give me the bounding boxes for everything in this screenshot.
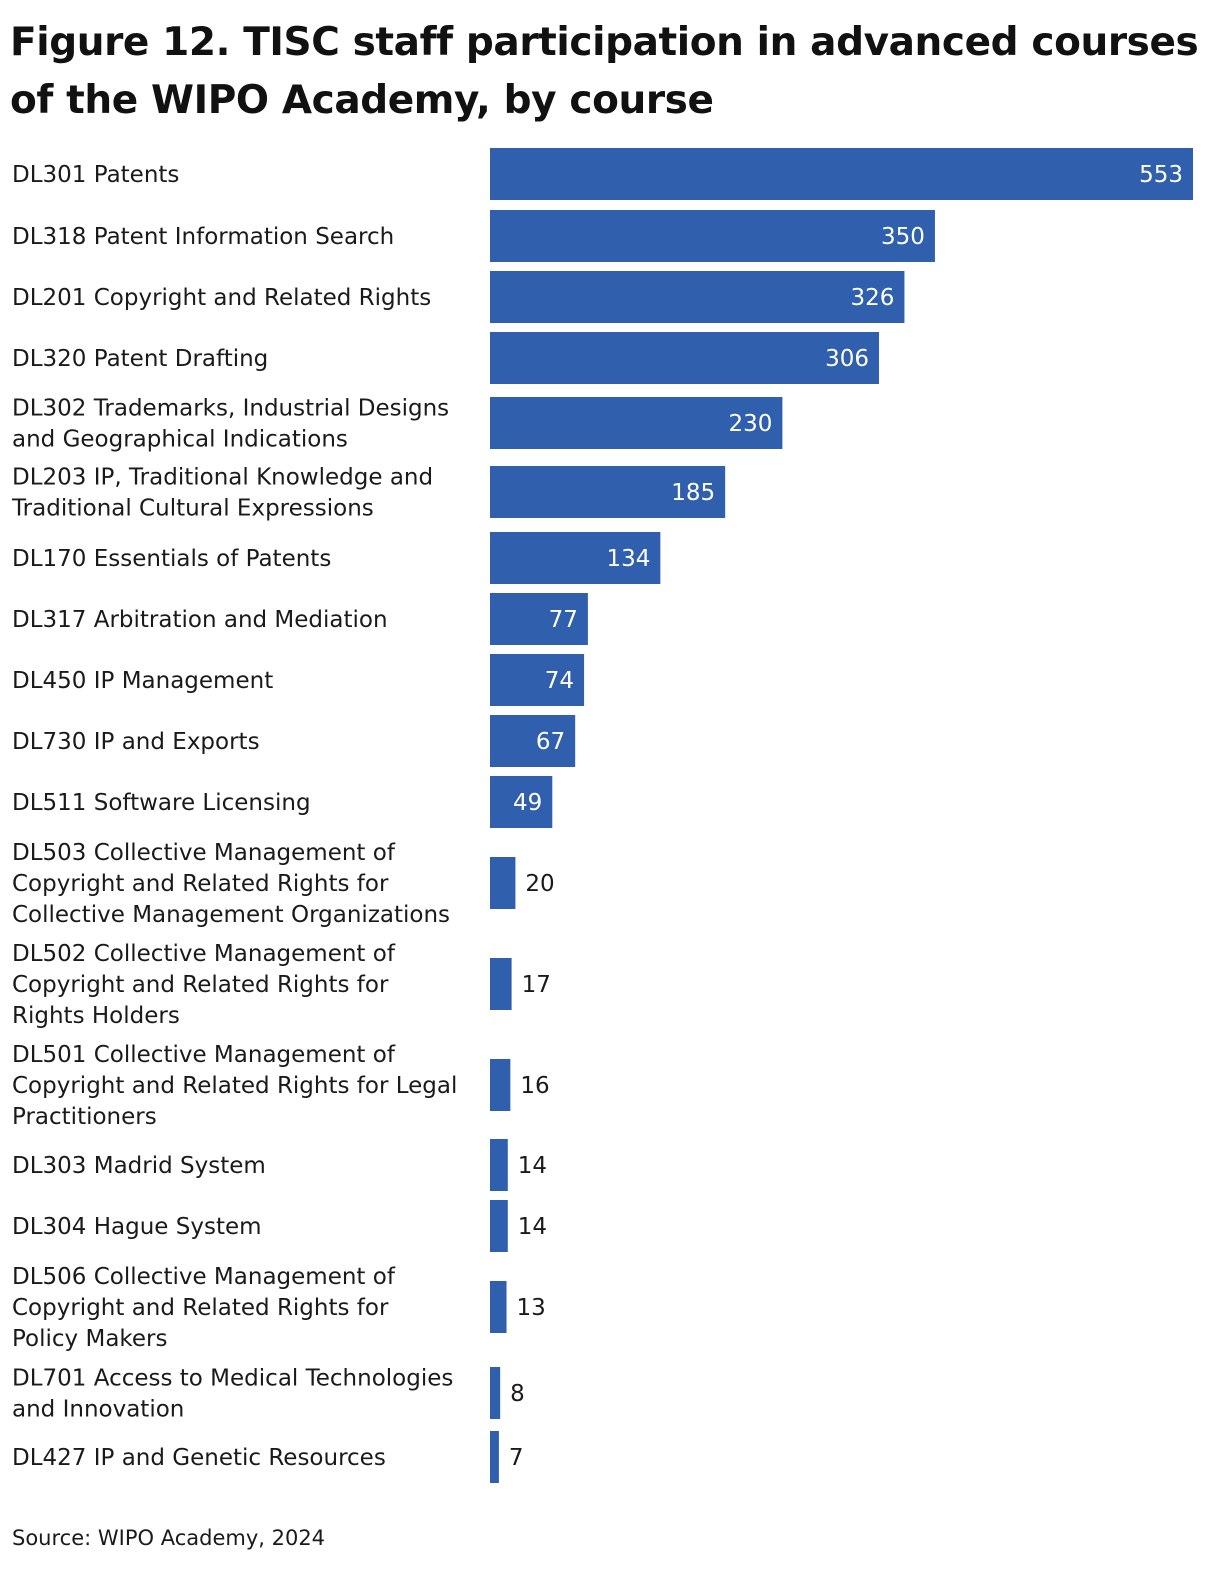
bar — [490, 397, 783, 449]
bars-group — [490, 148, 1193, 1483]
category-label: DL170 Essentials of Patents — [12, 546, 331, 572]
value-label: 306 — [825, 346, 869, 372]
category-label: DL303 Madrid System — [12, 1153, 266, 1179]
category-label: DL201 Copyright and Related Rights — [12, 285, 431, 311]
value-label: 134 — [606, 546, 650, 572]
bar — [490, 857, 516, 909]
source-note: Source: WIPO Academy, 2024 — [12, 1526, 326, 1550]
bar — [490, 593, 588, 645]
category-label: DL501 Collective Management of Copyright … — [12, 1042, 457, 1130]
value-label: 74 — [545, 668, 574, 694]
value-label: 14 — [518, 1153, 547, 1179]
value-label: 67 — [536, 729, 565, 755]
bar — [490, 958, 512, 1010]
category-label: DL450 IP Management — [12, 668, 273, 694]
category-label: DL502 Collective Management of Copyright … — [12, 941, 396, 1029]
value-label: 553 — [1139, 162, 1183, 188]
category-label: DL427 IP and Genetic Resources — [12, 1445, 386, 1471]
category-label: DL701 Access to Medical Technologies and … — [12, 1366, 453, 1423]
value-label: 20 — [525, 871, 554, 897]
bar — [490, 1139, 508, 1191]
bar — [490, 148, 1193, 200]
bar — [490, 1431, 499, 1483]
value-label: 350 — [881, 224, 925, 250]
category-label: DL503 Collective Management of Copyright … — [12, 840, 450, 928]
bar — [490, 332, 880, 384]
bar — [490, 466, 726, 518]
value-label: 49 — [513, 790, 542, 816]
bar — [490, 1059, 511, 1111]
value-label: 185 — [671, 480, 715, 506]
category-label: DL302 Trademarks, Industrial Designs and … — [12, 396, 449, 453]
category-label: DL317 Arbitration and Mediation — [12, 607, 388, 633]
category-label: DL730 IP and Exports — [12, 729, 260, 755]
category-label: DL304 Hague System — [12, 1214, 262, 1240]
bar — [490, 210, 935, 262]
value-label: 16 — [520, 1073, 549, 1099]
bar — [490, 1367, 501, 1419]
bar — [490, 1200, 508, 1252]
bar — [490, 654, 585, 706]
category-label: DL301 Patents — [12, 162, 179, 188]
value-label: 77 — [549, 607, 578, 633]
bar — [490, 532, 661, 584]
category-label: DL506 Collective Management of Copyright … — [12, 1264, 396, 1352]
value-label: 7 — [509, 1445, 524, 1471]
category-label: DL511 Software Licensing — [12, 790, 311, 816]
value-label: 8 — [510, 1381, 525, 1407]
value-label: 230 — [728, 411, 772, 437]
bar — [490, 715, 576, 767]
category-label: DL203 IP, Traditional Knowledge and Tradi… — [11, 465, 433, 522]
category-labels-group: DL301 Patents DL318 Patent Information Se… — [11, 162, 457, 1471]
bar — [490, 776, 553, 828]
value-label: 326 — [851, 285, 895, 311]
value-label: 13 — [517, 1295, 546, 1321]
category-label: DL320 Patent Drafting — [12, 346, 268, 372]
value-labels-group: 553 350 326 306 230 185 134 77 74 67 49 20 17 16 14 14 1… — [509, 162, 1183, 1471]
value-label: 14 — [518, 1214, 547, 1240]
bar — [490, 1281, 507, 1333]
category-label: DL318 Patent Information Search — [12, 224, 394, 250]
value-label: 17 — [522, 972, 551, 998]
chart-title: Figure 12. TISC staff participation in a… — [10, 20, 1199, 123]
bar — [490, 271, 905, 323]
